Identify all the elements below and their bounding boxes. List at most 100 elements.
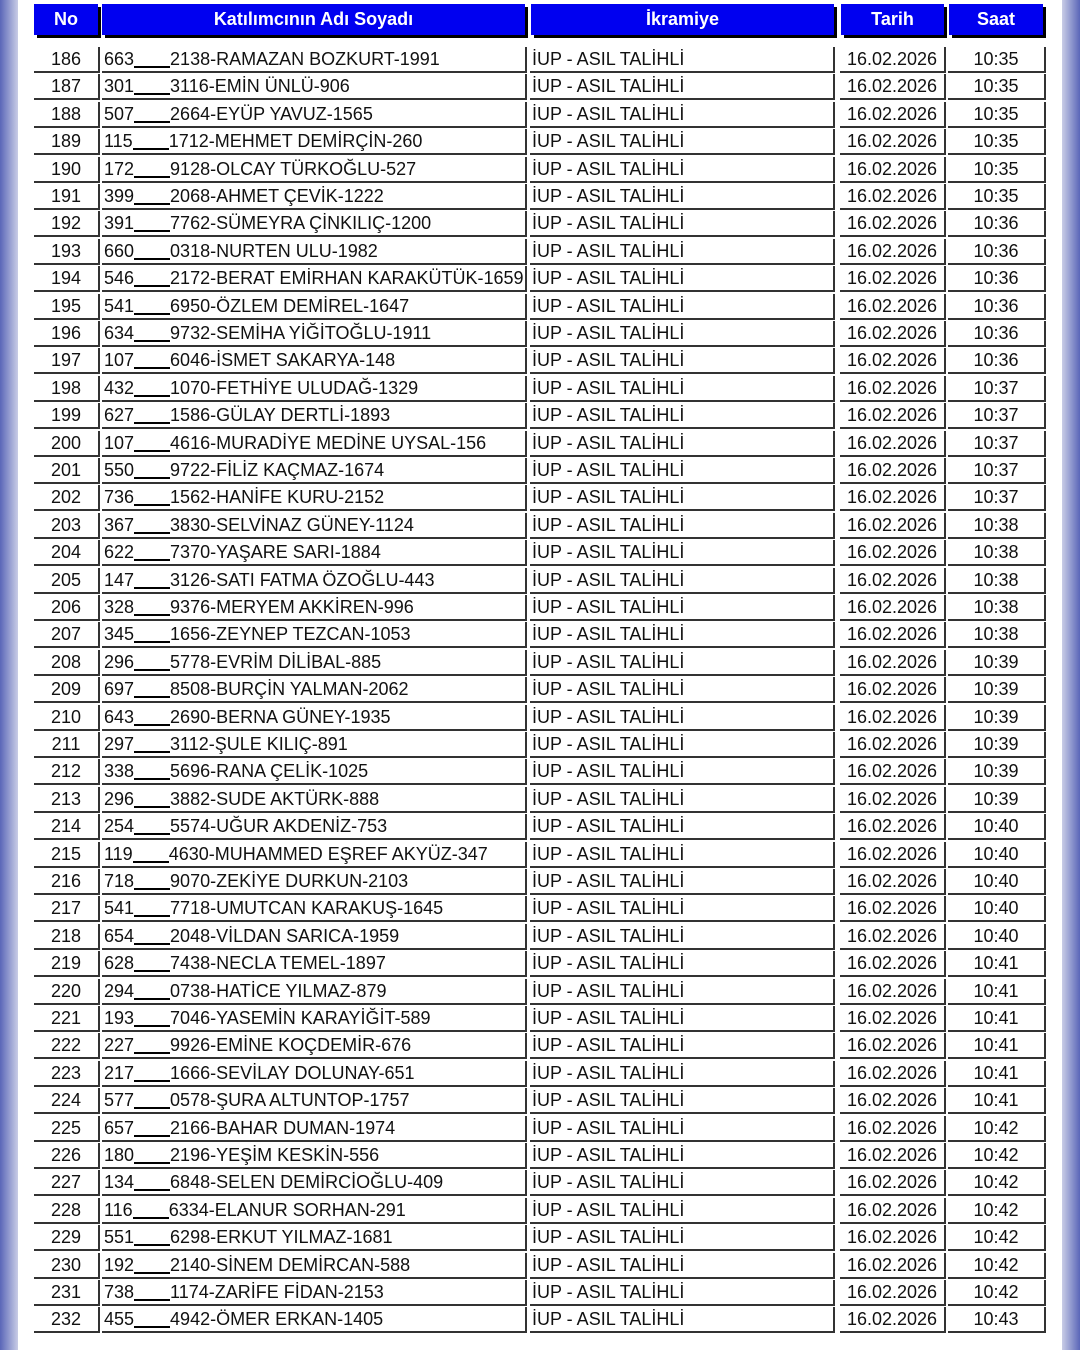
date: 16.02.2026: [840, 622, 946, 649]
row-number: 224: [34, 1088, 100, 1115]
id-name: 6046-İSMET SAKARYA-148: [170, 350, 396, 371]
id-prefix: 254: [104, 816, 135, 837]
prize: İUP - ASIL TALİHLİ: [530, 348, 835, 375]
date: 16.02.2026: [840, 1307, 946, 1334]
participant-name: 180 2196-YEŞİM KESKİN-556: [102, 1143, 527, 1169]
id-prefix: 328: [104, 597, 135, 617]
id-prefix: 628: [104, 953, 135, 974]
table-row: 228 116 6334-ELANUR SORHAN-291 İUP - ASIL T…: [0, 1197, 1080, 1225]
time: 10:41: [948, 951, 1046, 978]
time: 10:38: [948, 595, 1046, 621]
id-prefix: 345: [104, 624, 135, 645]
participant-name: 634 9732-SEMİHA YİĞİTOĞLU-1911: [102, 321, 527, 347]
row-number: 213: [34, 786, 100, 813]
participant-name: 550 9722-FİLİZ KAÇMAZ-1674: [102, 458, 527, 484]
prize: İUP - ASIL TALİHLİ: [530, 512, 835, 539]
table-row: 193 660 0318-NURTEN ULU-1982 İUP - ASIL TAL…: [0, 238, 1080, 266]
time: 10:40: [948, 896, 1046, 923]
id-name: 2664-EYÜP YAVUZ-1565: [170, 103, 373, 124]
header-no: No: [34, 4, 98, 35]
row-number: 216: [34, 869, 100, 895]
row-number: 202: [34, 485, 100, 512]
id-prefix: 367: [104, 514, 135, 535]
redaction-bar: [132, 1216, 169, 1219]
date: 16.02.2026: [840, 759, 946, 786]
time: 10:35: [948, 74, 1046, 101]
id-name: 6950-ÖZLEM DEMİREL-1647: [170, 295, 410, 316]
id-prefix: 301: [104, 76, 135, 97]
id-prefix: 507: [104, 103, 135, 124]
participant-name: 227 9926-EMİNE KOÇDEMİR-676: [102, 1033, 527, 1060]
table-row: 215 119 4630-MUHAMMED EŞREF AKYÜZ-347 İUP -…: [0, 841, 1080, 869]
redaction-bar: [134, 833, 171, 836]
row-number: 203: [34, 512, 100, 539]
date: 16.02.2026: [840, 1033, 946, 1060]
id-prefix: 657: [104, 1117, 135, 1138]
id-name: 2140-SİNEM DEMİRCAN-588: [170, 1254, 411, 1275]
time: 10:36: [948, 266, 1046, 293]
prize: İUP - ASIL TALİHLİ: [530, 1033, 835, 1060]
table-row: 210 643 2690-BERNA GÜNEY-1935 İUP - ASIL TA…: [0, 704, 1080, 732]
table-row: 222 227 9926-EMİNE KOÇDEMİR-676 İUP - ASIL …: [0, 1033, 1080, 1060]
date: 16.02.2026: [840, 375, 946, 402]
prize: İUP - ASIL TALİHLİ: [530, 375, 835, 402]
id-name: 2196-YEŞİM KESKİN-556: [170, 1145, 380, 1165]
time: 10:39: [948, 649, 1046, 676]
table-row: 209 697 8508-BURÇİN YALMAN-2062 İUP - ASIL …: [0, 677, 1080, 704]
time: 10:35: [948, 184, 1046, 210]
table-row: 226 180 2196-YEŞİM KESKİN-556 İUP - ASIL TA…: [0, 1143, 1080, 1170]
id-name: 0578-ŞURA ALTUNTOP-1757: [170, 1090, 410, 1111]
date: 16.02.2026: [840, 1280, 946, 1306]
id-name: 3830-SELVİNAZ GÜNEY-1124: [170, 514, 414, 535]
date: 16.02.2026: [840, 47, 946, 73]
row-number: 208: [34, 649, 100, 676]
participant-name: 541 6950-ÖZLEM DEMİREL-1647: [102, 293, 527, 320]
date: 16.02.2026: [840, 896, 946, 923]
row-number: 229: [34, 1225, 100, 1252]
prize: İUP - ASIL TALİHLİ: [530, 266, 835, 293]
prize: İUP - ASIL TALİHLİ: [530, 786, 835, 813]
prize: İUP - ASIL TALİHLİ: [530, 101, 835, 128]
participant-name: 147 3126-SATI FATMA ÖZOĞLU-443: [102, 567, 527, 594]
redaction-bar: [134, 531, 171, 534]
id-prefix: 738: [104, 1282, 135, 1302]
time: 10:43: [948, 1307, 1046, 1334]
participant-name: 391 7762-SÜMEYRA ÇİNKILIÇ-1200: [102, 211, 527, 238]
redaction-bar: [134, 1134, 171, 1137]
id-prefix: 217: [104, 1062, 135, 1083]
redaction-bar: [134, 257, 171, 260]
id-name: 3882-SUDE AKTÜRK-888: [170, 788, 380, 809]
id-name: 3116-EMİN ÜNLÜ-906: [170, 76, 350, 97]
id-name: 8508-BURÇİN YALMAN-2062: [170, 679, 409, 700]
id-name: 2172-BERAT EMİRHAN KARAKÜTÜK-1659: [170, 268, 524, 289]
row-number: 195: [34, 293, 100, 320]
redaction-bar: [134, 559, 171, 562]
date: 16.02.2026: [840, 74, 946, 101]
id-prefix: 193: [104, 1008, 135, 1028]
table-row: 221 193 7046-YASEMİN KARAYİĞİT-589 İUP - AS…: [0, 1006, 1080, 1033]
id-name: 5696-RANA ÇELİK-1025: [170, 761, 369, 782]
table-row: 203 367 3830-SELVİNAZ GÜNEY-1124 İUP - ASIL…: [0, 512, 1080, 540]
redaction-bar: [134, 175, 171, 178]
header-name: Katılımcının Adı Soyadı: [102, 4, 525, 35]
table-row: 206 328 9376-MERYEM AKKİREN-996 İUP - ASIL …: [0, 595, 1080, 622]
row-number: 204: [34, 540, 100, 567]
participant-name: 301 3116-EMİN ÜNLÜ-906: [102, 74, 527, 101]
participant-name: 107 6046-İSMET SAKARYA-148: [102, 348, 527, 375]
id-prefix: 697: [104, 679, 135, 700]
redaction-bar: [134, 1244, 171, 1247]
time: 10:39: [948, 704, 1046, 731]
row-number: 200: [34, 430, 100, 457]
redaction-bar: [134, 1271, 171, 1274]
redaction-bar: [134, 696, 171, 699]
redaction-bar: [134, 1162, 171, 1164]
id-prefix: 192: [104, 1254, 135, 1275]
date: 16.02.2026: [840, 348, 946, 375]
redaction-bar: [134, 751, 171, 753]
id-prefix: 399: [104, 186, 135, 206]
table-row: 190 172 9128-OLCAY TÜRKOĞLU-527 İUP - ASIL …: [0, 156, 1080, 184]
time: 10:40: [948, 814, 1046, 841]
table-row: 207 345 1656-ZEYNEP TEZCAN-1053 İUP - ASIL …: [0, 622, 1080, 649]
row-number: 196: [34, 321, 100, 347]
time: 10:42: [948, 1252, 1046, 1279]
